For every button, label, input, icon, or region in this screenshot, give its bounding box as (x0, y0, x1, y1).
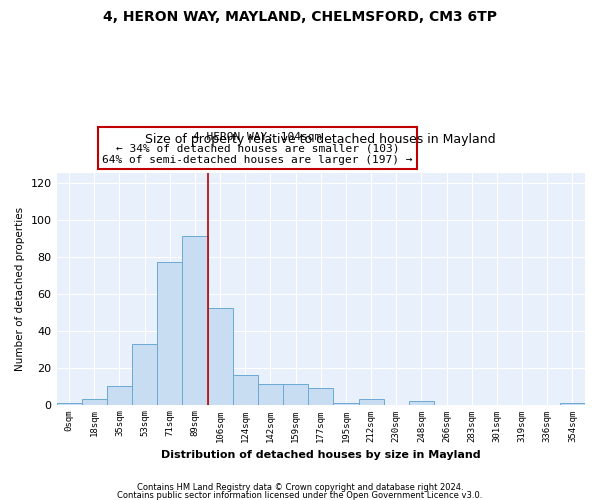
Bar (208, 308, 233, 404)
Bar (334, 402, 359, 404)
Bar (56, 402, 82, 404)
Bar (182, 236, 208, 404)
Text: 4 HERON WAY: 104sqm
← 34% of detached houses are smaller (103)
64% of semi-detac: 4 HERON WAY: 104sqm ← 34% of detached ho… (102, 132, 413, 165)
Bar (560, 402, 585, 404)
Bar (233, 375, 258, 404)
Text: 4, HERON WAY, MAYLAND, CHELMSFORD, CM3 6TP: 4, HERON WAY, MAYLAND, CHELMSFORD, CM3 6… (103, 10, 497, 24)
Bar (308, 388, 334, 404)
Bar (82, 399, 107, 404)
Text: Contains public sector information licensed under the Open Government Licence v3: Contains public sector information licen… (118, 490, 482, 500)
Bar (283, 384, 308, 404)
Bar (258, 384, 283, 404)
X-axis label: Distribution of detached houses by size in Mayland: Distribution of detached houses by size … (161, 450, 481, 460)
Bar (359, 399, 383, 404)
Y-axis label: Number of detached properties: Number of detached properties (15, 207, 25, 371)
Text: Contains HM Land Registry data © Crown copyright and database right 2024.: Contains HM Land Registry data © Crown c… (137, 484, 463, 492)
Bar (409, 401, 434, 404)
Bar (107, 386, 132, 404)
Bar (132, 344, 157, 404)
Bar (157, 262, 182, 404)
Title: Size of property relative to detached houses in Mayland: Size of property relative to detached ho… (145, 132, 496, 145)
